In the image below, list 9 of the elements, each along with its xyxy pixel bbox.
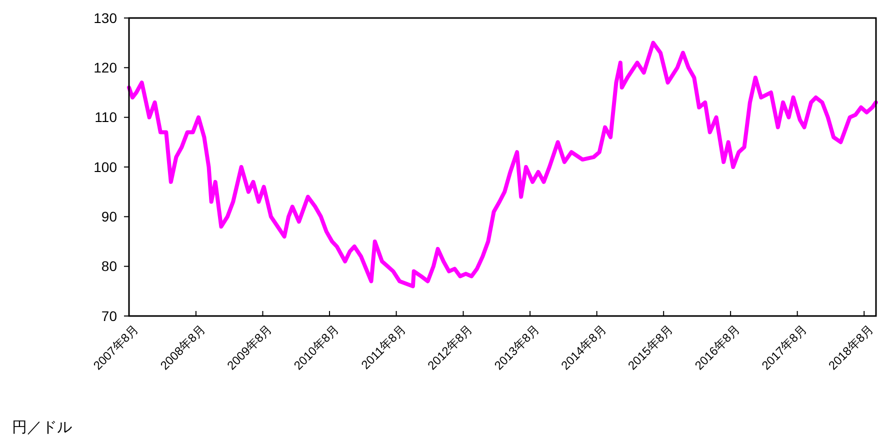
line-series [127,40,878,288]
y-tick-label: 120 [94,60,118,76]
y-tick-label: 90 [101,208,118,225]
y-tick-label: 100 [94,158,118,175]
y-tick-label: 70 [101,308,118,324]
y-tick-label: 130 [94,10,118,26]
y-tick-label: 110 [94,109,118,126]
y-tick-label: 80 [101,258,118,274]
y-axis-title: 円／ドル [12,419,72,436]
